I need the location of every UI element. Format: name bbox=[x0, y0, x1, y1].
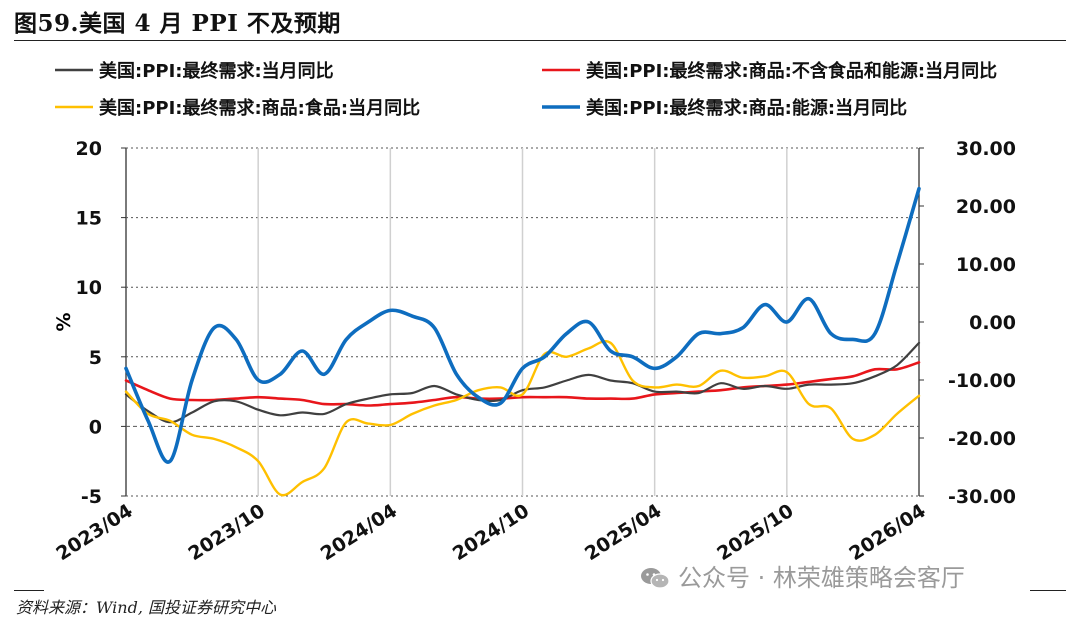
y-tick-label-left: -5 bbox=[81, 486, 102, 508]
y-tick-label-right: 20.00 bbox=[956, 196, 1016, 218]
y-tick-label-right: 30.00 bbox=[956, 138, 1016, 160]
legend-item-0: 美国:PPI:最终需求:当月同比 bbox=[55, 60, 334, 82]
series-line-1 bbox=[124, 361, 921, 407]
series-line-3 bbox=[124, 186, 921, 464]
y-tick-label-right: -10.00 bbox=[948, 370, 1016, 392]
x-tick-label: 2026/04 bbox=[845, 500, 929, 565]
x-tick-label: 2023/10 bbox=[185, 500, 269, 565]
legend-label: 美国:PPI:最终需求:商品:能源:当月同比 bbox=[586, 97, 907, 119]
y-tick-label-left: 20 bbox=[76, 138, 102, 160]
chart-grid bbox=[125, 147, 920, 497]
y-tick-label-left: 5 bbox=[89, 347, 102, 369]
source-note: 资料来源：Wind, 国投证券研究中心 bbox=[16, 598, 277, 617]
y-axis-label: % bbox=[53, 312, 75, 331]
x-tick-label: 2024/04 bbox=[317, 500, 401, 565]
y-axis-left-ticks: 20 15 10 5 0 -5 bbox=[76, 138, 126, 508]
footer-divider-right bbox=[1030, 590, 1066, 591]
legend-item-3: 美国:PPI:最终需求:商品:能源:当月同比 bbox=[542, 97, 907, 119]
x-tick-label: 2023/04 bbox=[52, 500, 136, 565]
legend-item-1: 美国:PPI:最终需求:商品:不含食品和能源:当月同比 bbox=[542, 60, 997, 82]
figure-title: 图59.美国 4 月 PPI 不及预期 bbox=[14, 10, 341, 37]
x-tick-label: 2025/10 bbox=[713, 500, 797, 565]
y-tick-label-left: 10 bbox=[76, 277, 102, 299]
y-tick-label-right: 10.00 bbox=[956, 254, 1016, 276]
chart-area: 美国:PPI:最终需求:当月同比 美国:PPI:最终需求:商品:不含食品和能源:当… bbox=[52, 60, 1016, 565]
x-tick-label: 2024/10 bbox=[449, 500, 533, 565]
wechat-icon bbox=[641, 568, 670, 589]
watermark: 公众号 · 林荣雄策略会客厅 bbox=[640, 558, 965, 593]
legend-label: 美国:PPI:最终需求:商品:食品:当月同比 bbox=[99, 97, 420, 119]
y-tick-label-right: 0.00 bbox=[969, 312, 1016, 334]
x-axis-ticks: 2023/04 2023/10 2024/04 2024/10 2025/04 2025/… bbox=[52, 500, 929, 565]
footer-divider-left bbox=[14, 590, 44, 591]
series-line-2 bbox=[124, 339, 921, 497]
chart-legend: 美国:PPI:最终需求:当月同比 美国:PPI:最终需求:商品:不含食品和能源:当… bbox=[55, 60, 997, 119]
y-axis-right-ticks: 30.00 20.00 10.00 0.00 -10.00 -20.00 -30.00 bbox=[919, 138, 1016, 508]
y-tick-label-left: 0 bbox=[89, 416, 102, 438]
legend-item-2: 美国:PPI:最终需求:商品:食品:当月同比 bbox=[55, 97, 420, 119]
y-tick-label-right: -30.00 bbox=[948, 486, 1016, 508]
y-tick-label-left: 15 bbox=[76, 208, 102, 230]
y-tick-label-right: -20.00 bbox=[948, 428, 1016, 450]
chart-series bbox=[124, 186, 921, 497]
watermark-text: 公众号 · 林荣雄策略会客厅 bbox=[678, 564, 965, 592]
legend-label: 美国:PPI:最终需求:当月同比 bbox=[99, 60, 334, 82]
x-tick-label: 2025/04 bbox=[581, 500, 665, 565]
title-divider bbox=[14, 40, 1066, 41]
series-line-0 bbox=[124, 341, 921, 424]
legend-label: 美国:PPI:最终需求:商品:不含食品和能源:当月同比 bbox=[586, 60, 997, 82]
